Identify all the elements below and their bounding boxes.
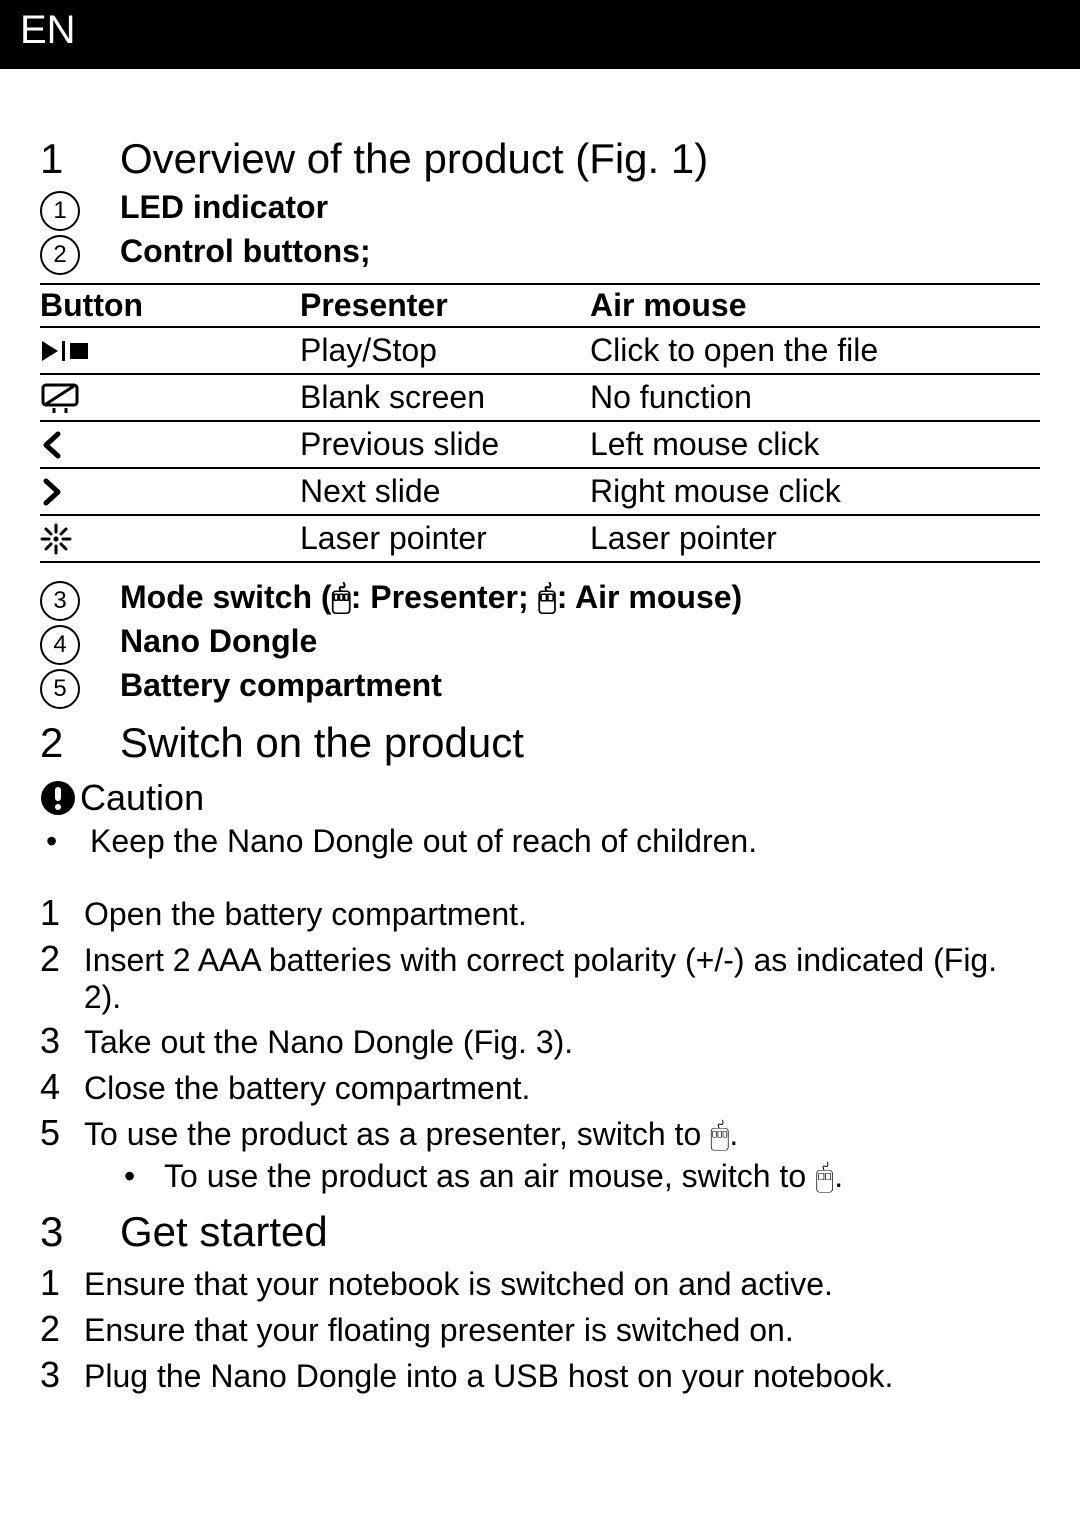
- laser-icon: [40, 515, 300, 562]
- section-3-heading: 3 Get started: [40, 1208, 1040, 1256]
- overview-label: Battery compartment: [120, 667, 442, 704]
- circled-number: 3: [40, 581, 80, 621]
- language-bar: EN: [0, 0, 1080, 69]
- chevron-left-icon: [40, 421, 300, 468]
- overview-label: Control buttons;: [120, 233, 371, 270]
- caution-icon: [40, 780, 80, 816]
- circled-number: 2: [40, 235, 80, 275]
- table-row: Play/Stop Click to open the file: [40, 327, 1040, 374]
- language-code: EN: [20, 8, 76, 52]
- step-row: 2 Insert 2 AAA batteries with correct po…: [40, 938, 1040, 1016]
- table-row: Previous slide Left mouse click: [40, 421, 1040, 468]
- step-number: 1: [40, 892, 84, 934]
- page-content: 1 Overview of the product (Fig. 1) 1 LED…: [0, 85, 1080, 1440]
- blank-screen-icon: [40, 374, 300, 421]
- section-title: Overview of the product (Fig. 1): [120, 135, 708, 183]
- step-row: 1 Open the battery compartment.: [40, 892, 1040, 934]
- step-number: 1: [40, 1262, 84, 1304]
- step-text: Ensure that your notebook is switched on…: [84, 1266, 833, 1303]
- chevron-right-icon: [40, 468, 300, 515]
- circled-number: 4: [40, 625, 80, 665]
- button-table: Button Presenter Air mouse Play/Stop Cli…: [40, 283, 1040, 563]
- table-cell: Blank screen: [300, 374, 590, 421]
- section-title: Get started: [120, 1208, 328, 1256]
- step-number: 2: [40, 1308, 84, 1350]
- table-cell: Laser pointer: [300, 515, 590, 562]
- play-stop-icon: [40, 327, 300, 374]
- step-number: 2: [40, 938, 84, 980]
- section-number: 1: [40, 135, 120, 183]
- overview-item-1: 1 LED indicator: [40, 189, 1040, 231]
- step-row: 3 Take out the Nano Dongle (Fig. 3).: [40, 1020, 1040, 1062]
- step-text: Ensure that your floating presenter is s…: [84, 1312, 794, 1349]
- step-number: 5: [40, 1112, 84, 1154]
- table-cell: Next slide: [300, 468, 590, 515]
- sub-bullet-text: To use the product as an air mouse, swit…: [164, 1158, 843, 1196]
- table-header: Air mouse: [590, 284, 1040, 327]
- caution-label: Caution: [80, 777, 204, 819]
- table-cell: Click to open the file: [590, 327, 1040, 374]
- circled-number: 5: [40, 669, 80, 709]
- section-number: 3: [40, 1208, 120, 1256]
- step-text: Take out the Nano Dongle (Fig. 3).: [84, 1024, 573, 1061]
- step-row: 2 Ensure that your floating presenter is…: [40, 1308, 1040, 1350]
- table-cell: Right mouse click: [590, 468, 1040, 515]
- caution-heading: Caution: [40, 777, 1040, 819]
- step-text: Insert 2 AAA batteries with correct pola…: [84, 942, 1040, 1016]
- table-cell: Left mouse click: [590, 421, 1040, 468]
- table-row: Laser pointer Laser pointer: [40, 515, 1040, 562]
- step-number: 3: [40, 1020, 84, 1062]
- step-number: 4: [40, 1066, 84, 1108]
- table-cell: Laser pointer: [590, 515, 1040, 562]
- table-cell: Previous slide: [300, 421, 590, 468]
- table-cell: No function: [590, 374, 1040, 421]
- table-row: Blank screen No function: [40, 374, 1040, 421]
- section-title: Switch on the product: [120, 719, 524, 767]
- section-2-heading: 2 Switch on the product: [40, 719, 1040, 767]
- table-header: Presenter: [300, 284, 590, 327]
- bullet-dot: •: [40, 823, 90, 860]
- overview-label: Mode switch (🖱: Presenter; 🖰: Air mouse): [120, 579, 742, 617]
- table-row: Next slide Right mouse click: [40, 468, 1040, 515]
- step-number: 3: [40, 1354, 84, 1396]
- circled-number: 1: [40, 191, 80, 231]
- table-header: Button: [40, 284, 300, 327]
- overview-item-4: 4 Nano Dongle: [40, 623, 1040, 665]
- caution-bullet: • Keep the Nano Dongle out of reach of c…: [40, 823, 1040, 860]
- step-text: Open the battery compartment.: [84, 896, 527, 933]
- section-number: 2: [40, 719, 120, 767]
- overview-item-2: 2 Control buttons;: [40, 233, 1040, 275]
- step-text: Close the battery compartment.: [84, 1070, 530, 1107]
- table-header-row: Button Presenter Air mouse: [40, 284, 1040, 327]
- step-row: 3 Plug the Nano Dongle into a USB host o…: [40, 1354, 1040, 1396]
- overview-label: Nano Dongle: [120, 623, 317, 660]
- step-row: 4 Close the battery compartment.: [40, 1066, 1040, 1108]
- step-row: 5 To use the product as a presenter, swi…: [40, 1112, 1040, 1154]
- step-row: 1 Ensure that your notebook is switched …: [40, 1262, 1040, 1304]
- step-text: To use the product as a presenter, switc…: [84, 1116, 738, 1154]
- bullet-dot: •: [124, 1158, 164, 1196]
- table-cell: Play/Stop: [300, 327, 590, 374]
- section-1-heading: 1 Overview of the product (Fig. 1): [40, 135, 1040, 183]
- overview-item-3: 3 Mode switch (🖱: Presenter; 🖰: Air mous…: [40, 579, 1040, 621]
- overview-item-5: 5 Battery compartment: [40, 667, 1040, 709]
- sub-bullet: • To use the product as an air mouse, sw…: [124, 1158, 1040, 1196]
- step-text: Plug the Nano Dongle into a USB host on …: [84, 1358, 893, 1395]
- caution-text: Keep the Nano Dongle out of reach of chi…: [90, 823, 757, 860]
- overview-label: LED indicator: [120, 189, 328, 226]
